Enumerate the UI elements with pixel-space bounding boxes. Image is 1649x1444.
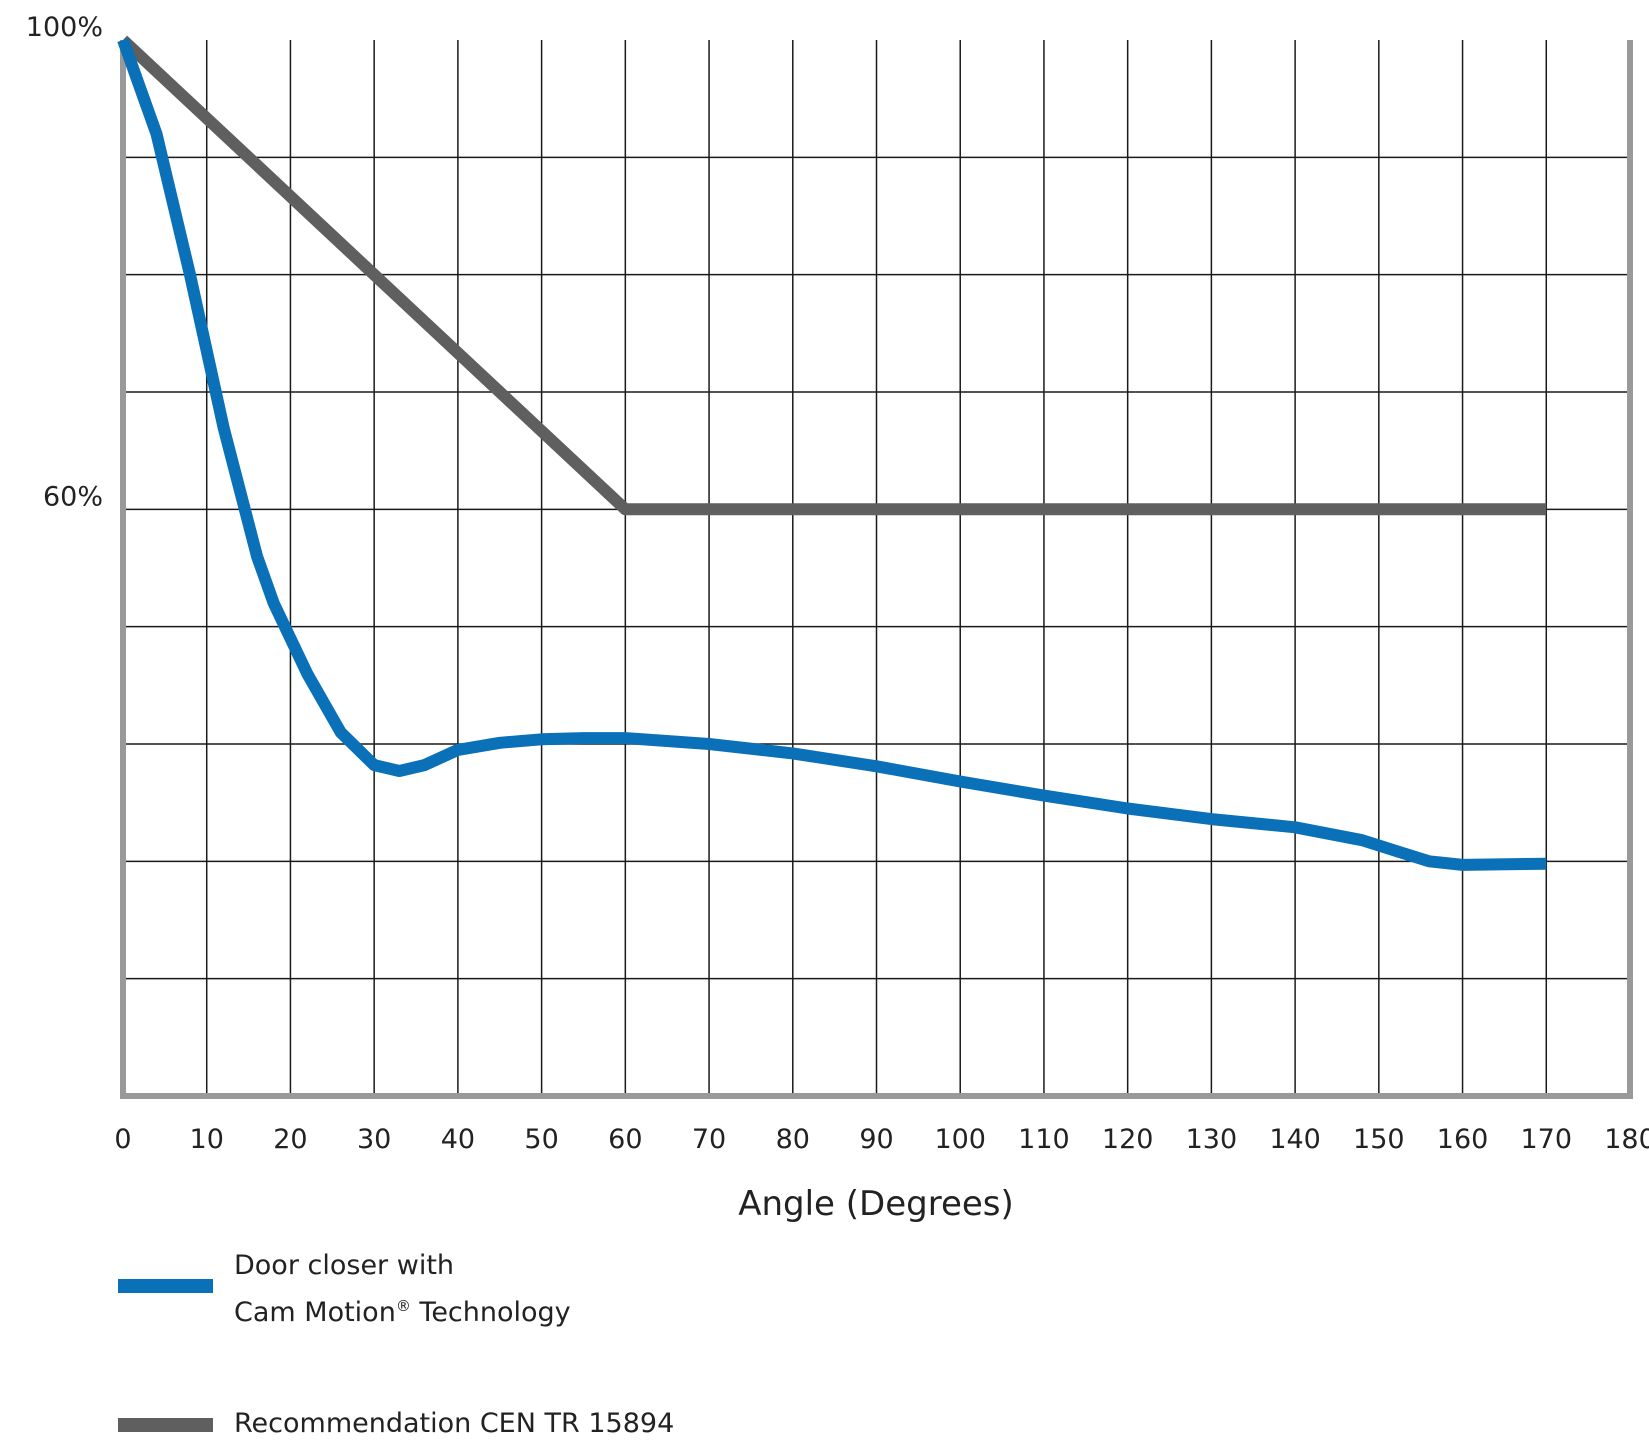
x-tick-label: 90 bbox=[859, 1124, 893, 1155]
x-tick-label: 160 bbox=[1437, 1124, 1489, 1155]
series-line-cen-recommendation bbox=[118, 35, 1547, 516]
x-tick-label: 40 bbox=[441, 1124, 475, 1155]
x-tick-label: 120 bbox=[1102, 1124, 1154, 1155]
x-tick-label: 150 bbox=[1353, 1124, 1405, 1155]
x-tick-label: 30 bbox=[357, 1124, 391, 1155]
series-line-cam-motion bbox=[117, 37, 1547, 871]
grid-lines bbox=[123, 40, 1630, 1096]
y-tick-label: 100% bbox=[26, 12, 103, 43]
x-tick-label: 140 bbox=[1269, 1124, 1321, 1155]
series-layer bbox=[117, 35, 1547, 871]
legend-label-cam-motion-line1: Door closer with bbox=[234, 1250, 455, 1281]
legend-swatch-cam-motion bbox=[118, 1279, 213, 1293]
x-tick-label: 60 bbox=[608, 1124, 642, 1155]
axes bbox=[120, 40, 1633, 1099]
x-tick-label: 130 bbox=[1186, 1124, 1238, 1155]
x-axis-title: Angle (Degrees) bbox=[738, 1184, 1014, 1224]
legend-label-cam-motion-main: Cam Motion bbox=[234, 1297, 396, 1328]
chart: 0 10 20 30 40 50 60 70 80 90 100 110 120 130 140 150 160… bbox=[26, 12, 1649, 1224]
x-tick-label: 170 bbox=[1521, 1124, 1573, 1155]
x-tick-labels: 0 10 20 30 40 50 60 70 80 90 100 110 120 130 140 150 160… bbox=[114, 1124, 1649, 1155]
y-tick-label: 60% bbox=[43, 481, 103, 512]
legend-swatch-cen-recommendation bbox=[118, 1418, 213, 1432]
legend-label-cam-motion-rest: Technology bbox=[410, 1297, 571, 1328]
x-tick-label: 0 bbox=[114, 1124, 131, 1155]
x-tick-label: 80 bbox=[776, 1124, 810, 1155]
y-tick-labels: 100% 60% bbox=[26, 12, 103, 512]
x-tick-label: 110 bbox=[1018, 1124, 1070, 1155]
x-tick-label: 100 bbox=[934, 1124, 986, 1155]
x-tick-label: 180 bbox=[1604, 1124, 1649, 1155]
x-tick-label: 50 bbox=[524, 1124, 558, 1155]
x-tick-label: 20 bbox=[273, 1124, 307, 1155]
legend-label-cen-recommendation: Recommendation CEN TR 15894 bbox=[234, 1408, 675, 1439]
legend-label-cam-motion-line2: Cam Motion® Technology bbox=[234, 1286, 571, 1333]
registered-mark: ® bbox=[395, 1297, 411, 1315]
x-tick-label: 10 bbox=[190, 1124, 224, 1155]
x-tick-label: 70 bbox=[692, 1124, 726, 1155]
